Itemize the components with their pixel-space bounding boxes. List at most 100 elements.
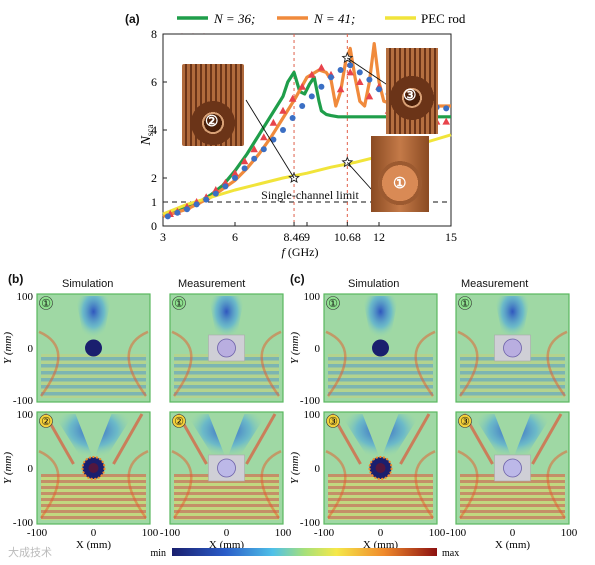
x-tick-label: 15: [445, 230, 457, 244]
triangle-point: [308, 70, 316, 78]
dot-point: [251, 155, 258, 162]
row-badge: [39, 414, 53, 428]
field-y-tick-label: 0: [315, 343, 321, 355]
triangle-point: [365, 92, 374, 100]
triangle-point: [288, 94, 297, 102]
dot-point: [289, 115, 296, 121]
field-x-tick-label: 0: [91, 527, 97, 539]
panel-a-tag: (a): [125, 12, 140, 26]
triangle-point: [317, 63, 326, 71]
photo-label-1: ①: [393, 176, 407, 192]
dot-point: [356, 69, 363, 76]
colorbar: [172, 548, 437, 556]
x-tick-label: 10.68: [334, 230, 361, 244]
dot-point: [280, 127, 286, 133]
side-lobe: [325, 330, 347, 397]
panel-b-sim-title: Simulation: [62, 278, 114, 290]
field-maps: ① ① ② ② ① ① ③ ③ 100 0 -100 Y (mm) 100 0 -100 Y (mm) 100 0…: [2, 291, 578, 559]
object-outline: [217, 338, 236, 358]
comb-core: [375, 463, 386, 473]
fringe-pattern: [41, 474, 146, 520]
triangle-point: [336, 85, 345, 93]
row-badge-label: ①: [328, 298, 338, 310]
photo-label-3: ③: [403, 88, 417, 104]
side-lobe: [38, 450, 60, 519]
object-outline: [503, 458, 522, 478]
field-map-c-sim-top: ①: [323, 293, 438, 403]
row-badge-label: ③: [328, 416, 338, 428]
y-tick-label: 4: [151, 123, 157, 137]
field-map-c-meas-bottom: ③: [455, 411, 570, 525]
x-tick-label: 12: [373, 230, 385, 244]
row-badge: [326, 414, 340, 428]
field-x-tick-label: 100: [275, 527, 292, 539]
photo-comb-3: ③: [386, 48, 438, 134]
triangle-point: [240, 157, 249, 165]
side-lobe: [546, 450, 568, 519]
field-x-tick-label: -100: [446, 527, 467, 539]
fringe-pattern: [328, 474, 433, 520]
x-tick-label: 8.46: [284, 230, 305, 244]
field-x-tick-label: -100: [314, 527, 335, 539]
field-x-tick-label: 100: [429, 527, 446, 539]
series-line-n36: [162, 70, 451, 217]
field-map-c-sim-bottom: ③: [323, 411, 438, 525]
panel-c-meas-title: Measurement: [461, 278, 529, 290]
triangle-point: [231, 169, 239, 177]
field-x-tick-label: 0: [378, 527, 384, 539]
photo-pointer: [347, 57, 393, 89]
row-badge: [172, 414, 186, 428]
panel-b-tag: (b): [8, 272, 24, 286]
y-tick-label: 8: [151, 27, 157, 41]
field-x-tick-label: 100: [142, 527, 159, 539]
panel-c-sim-title: Simulation: [348, 278, 400, 290]
x-tick-label: 3: [160, 230, 166, 244]
dot-point: [184, 206, 190, 213]
row-badge-label: ①: [41, 298, 51, 310]
field-x-axis-label: X (mm): [495, 539, 530, 551]
y-tick-label: 1: [151, 195, 157, 209]
fringe-pattern: [41, 354, 146, 398]
field-x-axis-label: X (mm): [76, 539, 111, 551]
comb-core: [88, 463, 99, 473]
colorbar-min-label: min: [150, 548, 166, 559]
field-y-axis-label: Y (mm): [2, 332, 14, 364]
hot-lobe: [531, 413, 563, 465]
field-y-tick-label: -100: [13, 517, 34, 529]
dot-point: [193, 201, 200, 208]
dot-point: [232, 175, 238, 181]
dot-point: [376, 86, 382, 93]
panel-b-meas-title: Measurement: [178, 278, 246, 290]
triangle-point: [346, 68, 354, 76]
legend-n36-label: N = 36;: [213, 11, 255, 26]
field-y-tick-label: 100: [304, 291, 321, 303]
side-lobe: [414, 330, 436, 397]
field-x-tick-label: -100: [27, 527, 48, 539]
panel-c-tag: (c): [290, 272, 305, 286]
field-y-tick-label: 100: [17, 291, 34, 303]
row-badge: [326, 296, 340, 310]
field-y-tick-label: 0: [28, 343, 34, 355]
triangle-point: [260, 133, 268, 141]
shadow-beam: [362, 296, 399, 348]
single-channel-label: Single-channel limit: [261, 188, 359, 202]
fringe-pattern: [328, 354, 433, 398]
side-lobe: [457, 450, 479, 519]
watermark: 大成技术: [8, 545, 52, 559]
object-outline: [503, 338, 522, 358]
shadow-beam: [340, 414, 421, 468]
dot-point: [347, 62, 354, 69]
dot-point: [328, 74, 334, 81]
field-x-tick-label: -100: [160, 527, 181, 539]
row-badge: [172, 296, 186, 310]
side-lobe: [38, 330, 60, 397]
triangle-point: [269, 118, 278, 126]
field-y-tick-label: -100: [300, 395, 321, 407]
triangle-point: [356, 78, 364, 85]
triangle-point: [442, 117, 450, 125]
dot-point: [174, 209, 181, 216]
triangle-point: [279, 106, 287, 114]
dot-point: [241, 165, 248, 172]
hot-lobe: [112, 413, 144, 465]
triangle-point: [212, 186, 220, 193]
